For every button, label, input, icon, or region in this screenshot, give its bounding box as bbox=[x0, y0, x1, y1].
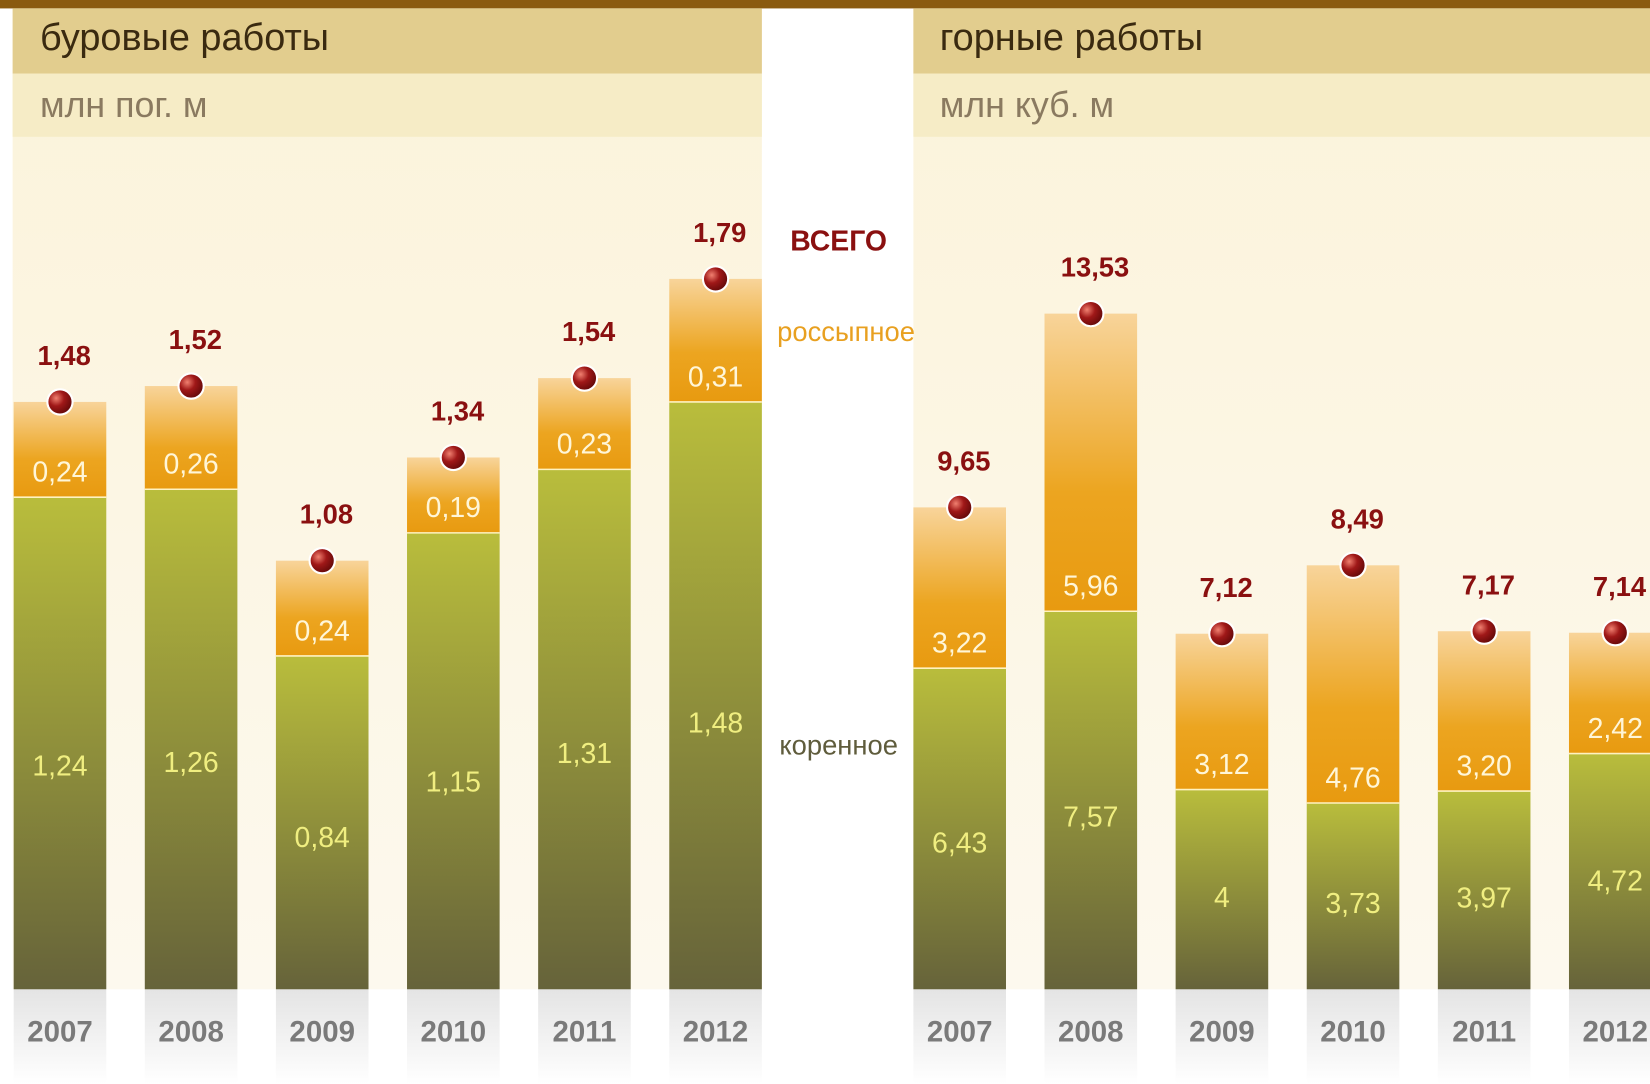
legend-total: ВСЕГО bbox=[790, 226, 887, 258]
value-label: 1,15 bbox=[426, 766, 481, 798]
bar-lode bbox=[145, 489, 238, 989]
x-tick-label: 2010 bbox=[421, 1015, 487, 1048]
value-label: 4,76 bbox=[1325, 762, 1380, 794]
chart-title: буровые работы bbox=[40, 17, 329, 59]
total-dot bbox=[1472, 619, 1497, 644]
total-label: 7,17 bbox=[1462, 569, 1515, 600]
total-label: 13,53 bbox=[1061, 252, 1129, 283]
value-label: 6,43 bbox=[932, 827, 987, 859]
total-label: 8,49 bbox=[1331, 503, 1384, 534]
value-label: 7,57 bbox=[1063, 802, 1118, 834]
value-label: 4,72 bbox=[1588, 866, 1643, 898]
total-dot bbox=[1340, 553, 1365, 578]
total-label: 7,12 bbox=[1200, 572, 1253, 603]
x-tick-label: 2009 bbox=[1189, 1015, 1255, 1048]
value-label: 0,26 bbox=[163, 449, 218, 481]
panel-bg bbox=[913, 8, 1650, 989]
chart-subtitle: млн куб. м bbox=[940, 85, 1114, 125]
value-label: 3,20 bbox=[1457, 750, 1512, 782]
value-label: 0,19 bbox=[426, 492, 481, 524]
x-tick-label: 2007 bbox=[927, 1015, 993, 1048]
total-label: 1,54 bbox=[562, 316, 616, 347]
panel-right: горные работы млн куб. м bbox=[913, 8, 1650, 989]
bar-lode bbox=[538, 469, 631, 989]
x-tick-label: 2008 bbox=[158, 1015, 224, 1048]
value-label: 0,24 bbox=[32, 457, 87, 489]
x-tick-label: 2009 bbox=[289, 1015, 355, 1048]
legend-lode: коренное bbox=[779, 729, 898, 760]
x-tick-label: 2011 bbox=[1452, 1015, 1516, 1048]
total-label: 1,79 bbox=[693, 217, 746, 248]
total-dot bbox=[178, 373, 203, 398]
x-tick-label: 2012 bbox=[1583, 1015, 1649, 1048]
value-label: 1,31 bbox=[557, 738, 612, 770]
value-label: 0,24 bbox=[295, 615, 350, 647]
value-label: 3,73 bbox=[1325, 888, 1380, 920]
total-dot bbox=[1209, 621, 1234, 646]
chart: буровые работы млн пог. м горные работы … bbox=[0, 0, 1650, 1084]
x-tick-label: 2010 bbox=[1320, 1015, 1386, 1048]
legend-placer: россыпное bbox=[777, 316, 915, 347]
top-band bbox=[0, 0, 1650, 8]
total-label: 9,65 bbox=[937, 445, 990, 476]
chart-title: горные работы bbox=[940, 17, 1203, 59]
total-label: 1,52 bbox=[169, 324, 222, 355]
value-label: 0,23 bbox=[557, 429, 612, 461]
value-label: 5,96 bbox=[1063, 571, 1118, 603]
value-label: 0,84 bbox=[295, 822, 350, 854]
value-label: 1,48 bbox=[688, 707, 743, 739]
total-label: 1,08 bbox=[300, 499, 353, 530]
value-label: 3,97 bbox=[1457, 883, 1512, 915]
total-dot bbox=[947, 495, 972, 520]
total-dot bbox=[1078, 301, 1103, 326]
total-dot bbox=[703, 266, 728, 291]
total-dot bbox=[1603, 620, 1628, 645]
total-label: 1,34 bbox=[431, 396, 485, 427]
value-label: 1,24 bbox=[32, 750, 87, 782]
x-tick-label: 2011 bbox=[552, 1015, 616, 1048]
x-tick-label: 2012 bbox=[683, 1015, 749, 1048]
total-dot bbox=[441, 445, 466, 470]
x-tick-label: 2007 bbox=[27, 1015, 93, 1048]
panel-left: буровые работы млн пог. м bbox=[13, 8, 762, 989]
total-label: 7,14 bbox=[1593, 571, 1647, 602]
chart-subtitle: млн пог. м bbox=[40, 85, 208, 125]
value-label: 3,22 bbox=[932, 628, 987, 660]
value-label: 3,12 bbox=[1194, 749, 1249, 781]
bar-lode bbox=[1045, 611, 1138, 989]
panel-bg bbox=[13, 8, 762, 989]
bar-placer bbox=[1045, 314, 1138, 612]
bar-lode bbox=[407, 533, 500, 989]
value-label: 2,42 bbox=[1588, 713, 1643, 745]
value-label: 4 bbox=[1214, 882, 1230, 914]
x-tick-label: 2008 bbox=[1058, 1015, 1124, 1048]
total-label: 1,48 bbox=[38, 340, 91, 371]
total-dot bbox=[310, 548, 335, 573]
bar-lode bbox=[14, 497, 107, 989]
value-label: 0,31 bbox=[688, 361, 743, 393]
value-label: 1,26 bbox=[163, 747, 218, 779]
bar-lode bbox=[669, 402, 762, 989]
total-dot bbox=[47, 389, 72, 414]
total-dot bbox=[572, 365, 597, 390]
